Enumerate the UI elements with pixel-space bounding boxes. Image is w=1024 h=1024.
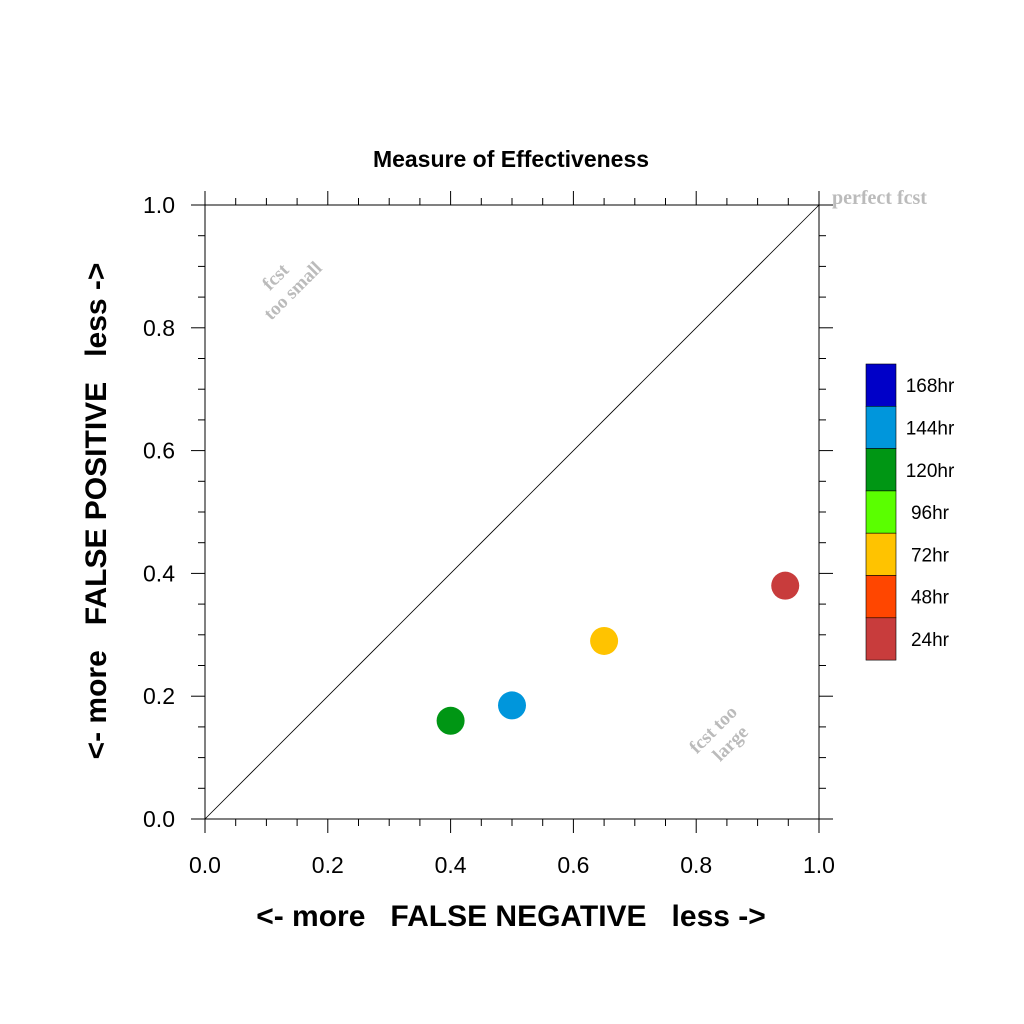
legend-label-96hr: 96hr: [911, 503, 950, 524]
x-tick-label: 0.0: [189, 852, 221, 878]
y-tick-label: 0.8: [143, 315, 175, 341]
x-tick-label: 0.4: [435, 852, 467, 878]
legend-swatch-72hr: [865, 532, 897, 576]
x-tick-label: 0.2: [312, 852, 344, 878]
legend-swatch-96hr: [865, 490, 897, 534]
legend-swatch-120hr: [865, 448, 897, 492]
data-point-24hr: [771, 571, 800, 600]
legend-label-144hr: 144hr: [906, 418, 955, 439]
data-point-120hr: [436, 706, 465, 735]
data-point-144hr: [498, 691, 526, 720]
annotation-perfect-fcst: perfect fcst: [832, 187, 927, 209]
data-point-72hr: [590, 626, 619, 655]
legend-swatch-144hr: [865, 405, 897, 449]
x-tick-label: 0.6: [557, 852, 589, 878]
y-tick-label: 1.0: [143, 192, 175, 218]
legend-label-72hr: 72hr: [911, 545, 950, 566]
annotations: perfect fcst fcst too small fcst too lar…: [244, 187, 927, 773]
annotation-fcst-too-small: fcst too small: [244, 242, 326, 324]
chart-title: Measure of Effectiveness: [373, 146, 649, 172]
legend-label-120hr: 120hr: [906, 461, 955, 482]
x-axis-label: <- more FALSE NEGATIVE less ->: [256, 900, 766, 933]
x-tick-label: 1.0: [803, 852, 835, 878]
legend-label-168hr: 168hr: [906, 376, 955, 397]
legend-label-24hr: 24hr: [911, 630, 950, 651]
legend-swatch-24hr: [865, 617, 897, 661]
legend-swatch-168hr: [865, 363, 897, 407]
plot-area: 0.0 0.2 0.4 0.6 0.8 1.0 0.0 0.2 0.4 0.6 0.8 1.0: [143, 191, 835, 878]
y-tick-label: 0.6: [143, 438, 175, 464]
legend: 168hr 144hr 120hr 96hr 72hr 48hr 24hr: [865, 363, 955, 661]
annotation-fcst-too-large: fcst too large: [685, 698, 760, 773]
y-tick-label: 0.0: [143, 806, 175, 832]
perfect-forecast-line: [204, 204, 820, 820]
y-axis-label: <- more FALSE POSITIVE less ->: [80, 263, 113, 760]
x-tick-label: 0.8: [680, 852, 712, 878]
legend-label-48hr: 48hr: [911, 588, 950, 609]
y-tick-label: 0.4: [143, 560, 175, 586]
legend-swatch-48hr: [865, 575, 897, 619]
y-tick-label: 0.2: [143, 683, 175, 709]
